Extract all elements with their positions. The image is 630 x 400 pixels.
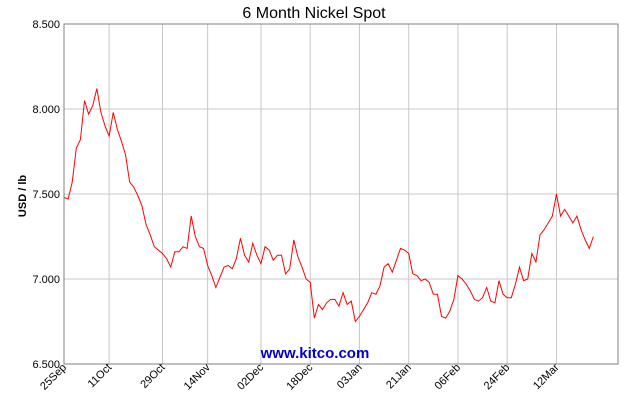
axes (63, 23, 619, 365)
y-tick-label: 8.500 (32, 19, 60, 31)
x-tick-label: 06Feb (433, 362, 464, 393)
watermark-text[interactable]: www.kitco.com (260, 345, 370, 362)
chart-title: 6 Month Nickel Spot (242, 5, 386, 22)
price-series (63, 88, 594, 323)
x-tick-label: 29Oct (138, 362, 167, 391)
x-tick-label: 02Dec (235, 361, 266, 392)
y-axis-label: USD / lb (17, 175, 29, 217)
y-tick-label: 8.000 (32, 104, 60, 116)
y-tick-label: 7.500 (32, 189, 60, 201)
x-tick-label: 12Mar (531, 361, 562, 392)
x-tick-label: 03Jan (335, 362, 365, 392)
plot-frame (63, 23, 619, 365)
x-tick-label: 11Oct (86, 362, 115, 391)
price-line (63, 88, 594, 323)
y-tick-label: 6.500 (32, 359, 60, 371)
x-tick-label: 18Dec (284, 361, 315, 392)
x-tick-label: 24Feb (482, 362, 513, 393)
y-tick-label: 7.000 (32, 274, 60, 286)
x-tick-label: 14Nov (182, 361, 213, 392)
x-tick-label: 21Jan (384, 362, 414, 392)
gridlines (63, 23, 618, 365)
